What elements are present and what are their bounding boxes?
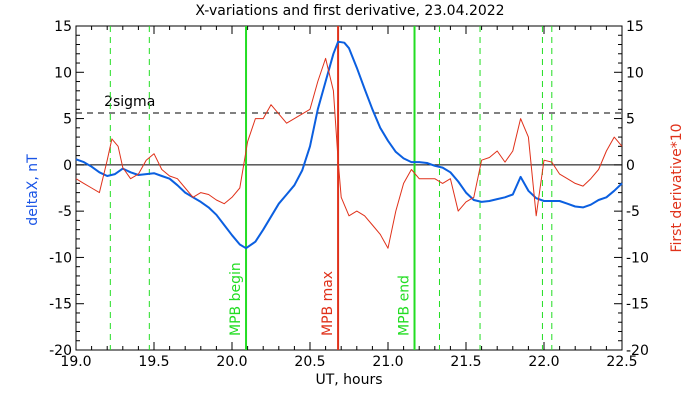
x-tick-label: 21.0: [372, 354, 403, 370]
x-tick-label: 19.5: [138, 354, 169, 370]
threshold-label: 2sigma: [104, 94, 155, 110]
x-axis-label: UT, hours: [315, 372, 382, 388]
x-tick-label: 20.0: [216, 354, 247, 370]
x-tick-label: 21.5: [450, 354, 481, 370]
y-right-tick-label: -5: [626, 204, 640, 220]
y-left-tick-label: -5: [58, 204, 72, 220]
y-left-tick-label: -15: [49, 297, 72, 313]
x-tick-label: 19.0: [60, 354, 91, 370]
y-right-tick-label: 15: [626, 19, 644, 35]
y-left-tick-label: -20: [49, 343, 72, 359]
series-layer: [75, 40, 623, 250]
chart-title: X-variations and first derivative, 23.04…: [195, 3, 504, 19]
y-axis-right-label: First derivative*10: [669, 123, 685, 252]
y-right-tick-label: -20: [626, 343, 649, 359]
x-tick-label: 20.5: [294, 354, 325, 370]
y-axis-left-label: deltaX, nT: [25, 154, 41, 226]
y-left-tick-label: 5: [63, 112, 72, 128]
y-left-tick-label: -10: [49, 250, 72, 266]
marker-label: MPB begin: [228, 262, 244, 336]
y-left-tick-label: 10: [54, 65, 72, 81]
y-right-tick-label: -10: [626, 250, 649, 266]
y-right-tick-label: -15: [626, 297, 649, 313]
y-right-tick-label: 0: [626, 158, 635, 174]
y-left-tick-label: 15: [54, 19, 72, 35]
x-tick-label: 22.0: [528, 354, 559, 370]
y-axis-left-ticks: -20 -15 -10 -5 0 5 10 15: [49, 19, 84, 359]
x-tick-label: 22.5: [606, 354, 637, 370]
y-axis-right-ticks: -20 -15 -10 -5 0 5 10 15: [614, 19, 649, 359]
vertical-markers: MPB begin MPB max MPB end: [109, 26, 553, 350]
y-left-tick-label: 0: [63, 158, 72, 174]
marker-label: MPB end: [397, 275, 413, 336]
x-axis-ticks: 19.0 19.5 20.0 20.5 21.0 21.5 22.0 22.5: [60, 26, 638, 370]
plot-frame: [75, 25, 623, 351]
series-line-deltax: [75, 40, 623, 250]
marker-label: MPB max: [320, 271, 336, 336]
y-right-tick-label: 10: [626, 65, 644, 81]
series-line-derivative: [75, 57, 623, 249]
y-right-tick-label: 5: [626, 112, 635, 128]
